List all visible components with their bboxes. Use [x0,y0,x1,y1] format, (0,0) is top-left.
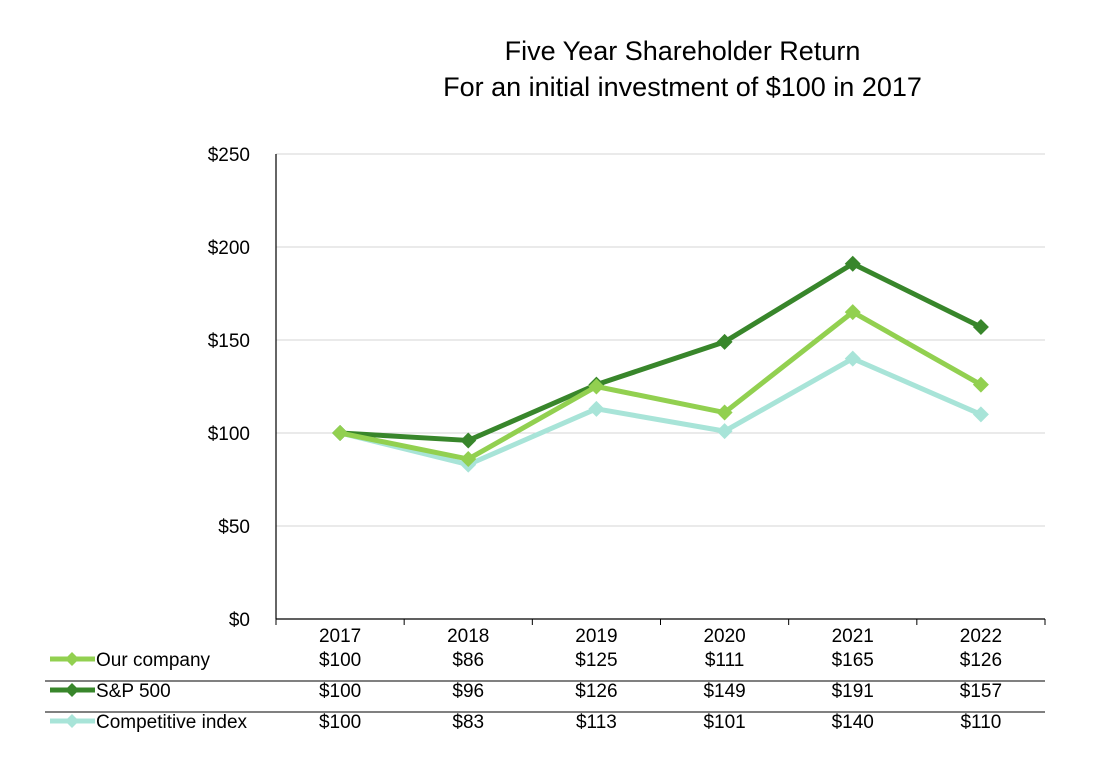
gridlines [276,153,1045,527]
data-point-marker [972,318,989,335]
x-tick-label: 2017 [319,626,361,647]
table-cell-value: $126 [960,650,1002,671]
table-cell-value: $191 [832,681,874,702]
data-point-marker [716,404,733,421]
x-tick-label: 2020 [703,626,745,647]
legend-entry-label: Our company [96,650,211,671]
series-lines [332,255,989,473]
table-cell-value: $100 [319,712,361,733]
table-cell-value: $125 [575,650,617,671]
y-tick-label: $50 [218,517,250,538]
table-cell-value: $165 [832,650,874,671]
table-cell-value: $100 [319,681,361,702]
table-cell-value: $126 [575,681,617,702]
x-tick-label: 2021 [832,626,874,647]
legend-key-marker [65,714,79,728]
series-our-company [332,304,989,468]
legend-key [50,714,95,728]
data-point-marker [972,406,989,423]
table-cell-value: $100 [319,650,361,671]
table-cell-value: $157 [960,681,1002,702]
series-line [339,261,983,443]
x-tick-label: 2022 [960,626,1002,647]
data-point-marker [972,376,989,393]
x-axis-ticks: 2017 2018 2019 2020 2021 2022 [319,626,1002,647]
table-cell-value: $113 [576,712,617,733]
data-table: Our company $100 $86 $125 $111 $165 $126 S&P 50… [45,650,1045,733]
series-line [339,309,983,462]
series-competitive-index [332,350,989,473]
y-tick-label: $0 [229,610,250,631]
table-cell-value: $149 [703,681,745,702]
table-cell-value: $111 [705,650,744,671]
data-point-marker [332,425,349,441]
y-tick-label: $150 [208,331,250,352]
legend-key-marker [65,652,79,666]
y-tick-label: $200 [208,238,250,259]
axes [275,154,1046,625]
table-cell-value: $110 [960,712,1001,733]
data-point-marker [844,255,861,272]
table-cell-value: $140 [832,712,874,733]
x-tick-label: 2019 [575,626,617,647]
data-point-marker [588,400,605,417]
table-cell-value: $96 [452,681,484,702]
legend-entry-label: Competitive index [96,712,248,733]
legend-key [50,652,95,666]
series-line [339,356,982,468]
table-cell-value: $83 [452,712,484,733]
data-point-marker [844,304,861,321]
x-tick-label: 2018 [447,626,489,647]
chart-title: Five Year Shareholder Return [504,36,861,66]
table-cell-value: $86 [452,650,484,671]
y-tick-label: $250 [208,145,250,166]
y-axis-ticks: $0 $50 $100 $150 $200 $250 [208,145,250,631]
legend-key [50,683,95,697]
table-cell-value: $101 [703,712,745,733]
data-point-marker [460,432,477,449]
legend-entry-label: S&P 500 [96,681,171,702]
data-point-marker [588,378,605,395]
data-point-marker [460,451,477,468]
chart-subtitle: For an initial investment of $100 in 201… [443,72,922,102]
data-point-marker [844,350,861,367]
data-point-marker [716,333,733,350]
legend-key-marker [65,683,79,697]
data-point-marker [716,423,733,440]
y-tick-label: $100 [208,424,250,445]
